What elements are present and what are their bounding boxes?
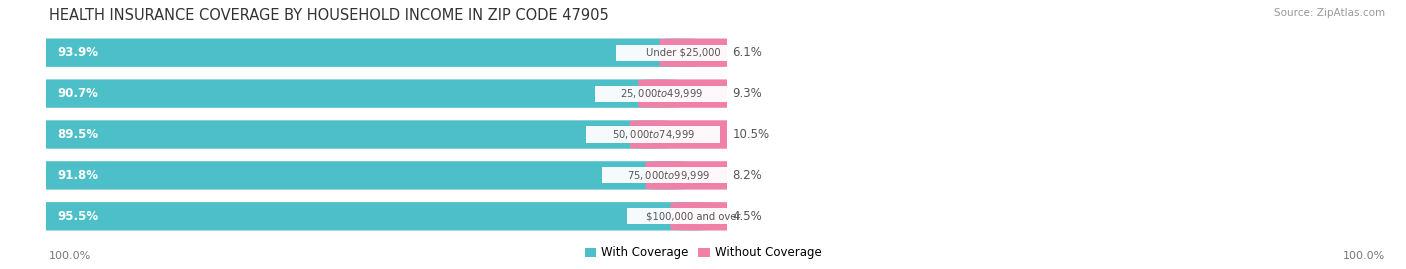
FancyBboxPatch shape xyxy=(609,44,758,61)
Text: 91.8%: 91.8% xyxy=(58,169,98,182)
Text: 10.5%: 10.5% xyxy=(733,128,769,141)
Text: HEALTH INSURANCE COVERAGE BY HOUSEHOLD INCOME IN ZIP CODE 47905: HEALTH INSURANCE COVERAGE BY HOUSEHOLD I… xyxy=(49,8,609,23)
Text: 89.5%: 89.5% xyxy=(58,128,98,141)
FancyBboxPatch shape xyxy=(25,38,700,67)
Text: 8.2%: 8.2% xyxy=(733,169,762,182)
FancyBboxPatch shape xyxy=(20,37,754,69)
Text: 90.7%: 90.7% xyxy=(58,87,98,100)
Text: 100.0%: 100.0% xyxy=(49,250,91,261)
FancyBboxPatch shape xyxy=(25,161,686,190)
FancyBboxPatch shape xyxy=(20,78,754,109)
Text: 100.0%: 100.0% xyxy=(1343,250,1385,261)
FancyBboxPatch shape xyxy=(638,79,742,108)
FancyBboxPatch shape xyxy=(586,85,737,102)
Text: Source: ZipAtlas.com: Source: ZipAtlas.com xyxy=(1274,8,1385,18)
Text: Under $25,000: Under $25,000 xyxy=(645,48,720,58)
Text: $25,000 to $49,999: $25,000 to $49,999 xyxy=(620,87,703,100)
FancyBboxPatch shape xyxy=(645,161,742,190)
Text: 93.9%: 93.9% xyxy=(58,46,98,59)
Text: $50,000 to $74,999: $50,000 to $74,999 xyxy=(612,128,695,141)
FancyBboxPatch shape xyxy=(659,38,742,67)
Text: $100,000 and over: $100,000 and over xyxy=(647,211,741,221)
FancyBboxPatch shape xyxy=(20,119,754,150)
FancyBboxPatch shape xyxy=(630,120,742,149)
Legend: With Coverage, Without Coverage: With Coverage, Without Coverage xyxy=(579,242,827,264)
FancyBboxPatch shape xyxy=(593,167,744,184)
FancyBboxPatch shape xyxy=(20,160,754,191)
Text: 4.5%: 4.5% xyxy=(733,210,762,223)
Text: $75,000 to $99,999: $75,000 to $99,999 xyxy=(627,169,710,182)
FancyBboxPatch shape xyxy=(25,202,711,231)
FancyBboxPatch shape xyxy=(671,202,742,231)
FancyBboxPatch shape xyxy=(25,79,679,108)
FancyBboxPatch shape xyxy=(619,208,769,225)
Text: 9.3%: 9.3% xyxy=(733,87,762,100)
FancyBboxPatch shape xyxy=(25,120,671,149)
FancyBboxPatch shape xyxy=(578,126,728,143)
Text: 95.5%: 95.5% xyxy=(58,210,98,223)
FancyBboxPatch shape xyxy=(20,200,754,232)
Text: 6.1%: 6.1% xyxy=(733,46,762,59)
